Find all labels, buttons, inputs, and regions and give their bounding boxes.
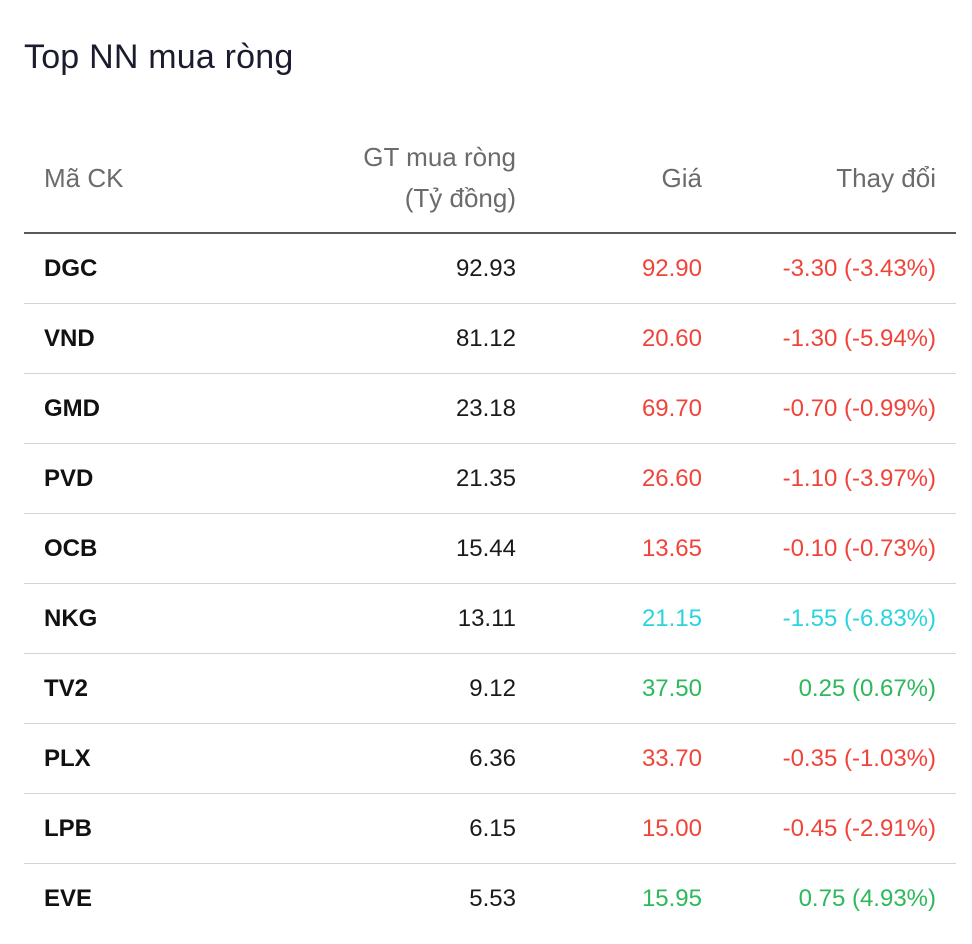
row-price: 92.90 bbox=[516, 233, 702, 304]
row-net-value: 6.15 bbox=[204, 793, 516, 864]
row-change: -1.30 (-5.94%) bbox=[702, 303, 956, 374]
row-change: 0.25 (0.67%) bbox=[702, 653, 956, 724]
row-change: -0.10 (-0.73%) bbox=[702, 513, 956, 584]
row-price: 13.65 bbox=[516, 513, 702, 584]
row-symbol: GMD bbox=[24, 373, 204, 444]
row-net-value: 23.18 bbox=[204, 373, 516, 444]
table-row[interactable]: EVE 5.53 15.95 0.75 (4.93%) bbox=[24, 864, 956, 934]
row-net-value: 21.35 bbox=[204, 443, 516, 514]
row-symbol: DGC bbox=[24, 233, 204, 304]
row-symbol: VND bbox=[24, 303, 204, 374]
row-price: 15.00 bbox=[516, 793, 702, 864]
row-change: -1.55 (-6.83%) bbox=[702, 583, 956, 654]
row-symbol: TV2 bbox=[24, 653, 204, 724]
row-change: -1.10 (-3.97%) bbox=[702, 443, 956, 514]
row-symbol: NKG bbox=[24, 583, 204, 654]
row-change: -3.30 (-3.43%) bbox=[702, 233, 956, 304]
row-price: 69.70 bbox=[516, 373, 702, 444]
table-body: DGC 92.93 92.90 -3.30 (-3.43%) VND 81.12… bbox=[24, 233, 956, 933]
row-change: 0.75 (4.93%) bbox=[798, 884, 936, 912]
widget-title: Top NN mua ròng bbox=[24, 38, 294, 76]
table-row[interactable]: GMD 23.18 69.70 -0.70 (-0.99%) bbox=[24, 373, 956, 444]
table-row[interactable]: PVD 21.35 26.60 -1.10 (-3.97%) bbox=[24, 443, 956, 514]
row-symbol: PVD bbox=[24, 443, 204, 514]
row-net-value: 13.11 bbox=[204, 583, 516, 654]
row-net-value: 15.44 bbox=[204, 513, 516, 584]
table-row[interactable]: TV2 9.12 37.50 0.25 (0.67%) bbox=[24, 653, 956, 724]
table-row[interactable]: VND 81.12 20.60 -1.30 (-5.94%) bbox=[24, 303, 956, 374]
table-header-row: Mã CK GT mua ròng (Tỷ đồng) Giá Thay đổi bbox=[24, 124, 956, 234]
row-symbol: PLX bbox=[24, 723, 204, 794]
table-row[interactable]: NKG 13.11 21.15 -1.55 (-6.83%) bbox=[24, 583, 956, 654]
row-symbol: LPB bbox=[24, 793, 204, 864]
column-header-net-value: GT mua ròng (Tỷ đồng) bbox=[204, 124, 516, 234]
row-price: 33.70 bbox=[516, 723, 702, 794]
row-price: 20.60 bbox=[516, 303, 702, 374]
column-header-net-value-line1: GT mua ròng bbox=[363, 142, 516, 172]
column-header-change: Thay đổi bbox=[702, 124, 956, 234]
net-buy-table: Mã CK GT mua ròng (Tỷ đồng) Giá Thay đổi… bbox=[24, 124, 956, 933]
row-symbol: EVE bbox=[44, 884, 93, 912]
row-net-value: 9.12 bbox=[204, 653, 516, 724]
table-row[interactable]: OCB 15.44 13.65 -0.10 (-0.73%) bbox=[24, 513, 956, 584]
row-price: 26.60 bbox=[516, 443, 702, 514]
row-price: 37.50 bbox=[516, 653, 702, 724]
table-row[interactable]: DGC 92.93 92.90 -3.30 (-3.43%) bbox=[24, 233, 956, 304]
row-change: -0.35 (-1.03%) bbox=[702, 723, 956, 794]
row-change: -0.45 (-2.91%) bbox=[702, 793, 956, 864]
row-net-value: 5.53 bbox=[469, 884, 516, 912]
table-row[interactable]: PLX 6.36 33.70 -0.35 (-1.03%) bbox=[24, 723, 956, 794]
row-symbol: OCB bbox=[24, 513, 204, 584]
column-header-price: Giá bbox=[516, 124, 702, 234]
row-net-value: 92.93 bbox=[204, 233, 516, 304]
column-header-net-value-line2: (Tỷ đồng) bbox=[404, 183, 516, 213]
row-price: 21.15 bbox=[516, 583, 702, 654]
row-net-value: 81.12 bbox=[204, 303, 516, 374]
row-net-value: 6.36 bbox=[204, 723, 516, 794]
row-price: 15.95 bbox=[641, 884, 702, 912]
column-header-symbol: Mã CK bbox=[24, 124, 204, 234]
table-row[interactable]: LPB 6.15 15.00 -0.45 (-2.91%) bbox=[24, 793, 956, 864]
row-change: -0.70 (-0.99%) bbox=[702, 373, 956, 444]
